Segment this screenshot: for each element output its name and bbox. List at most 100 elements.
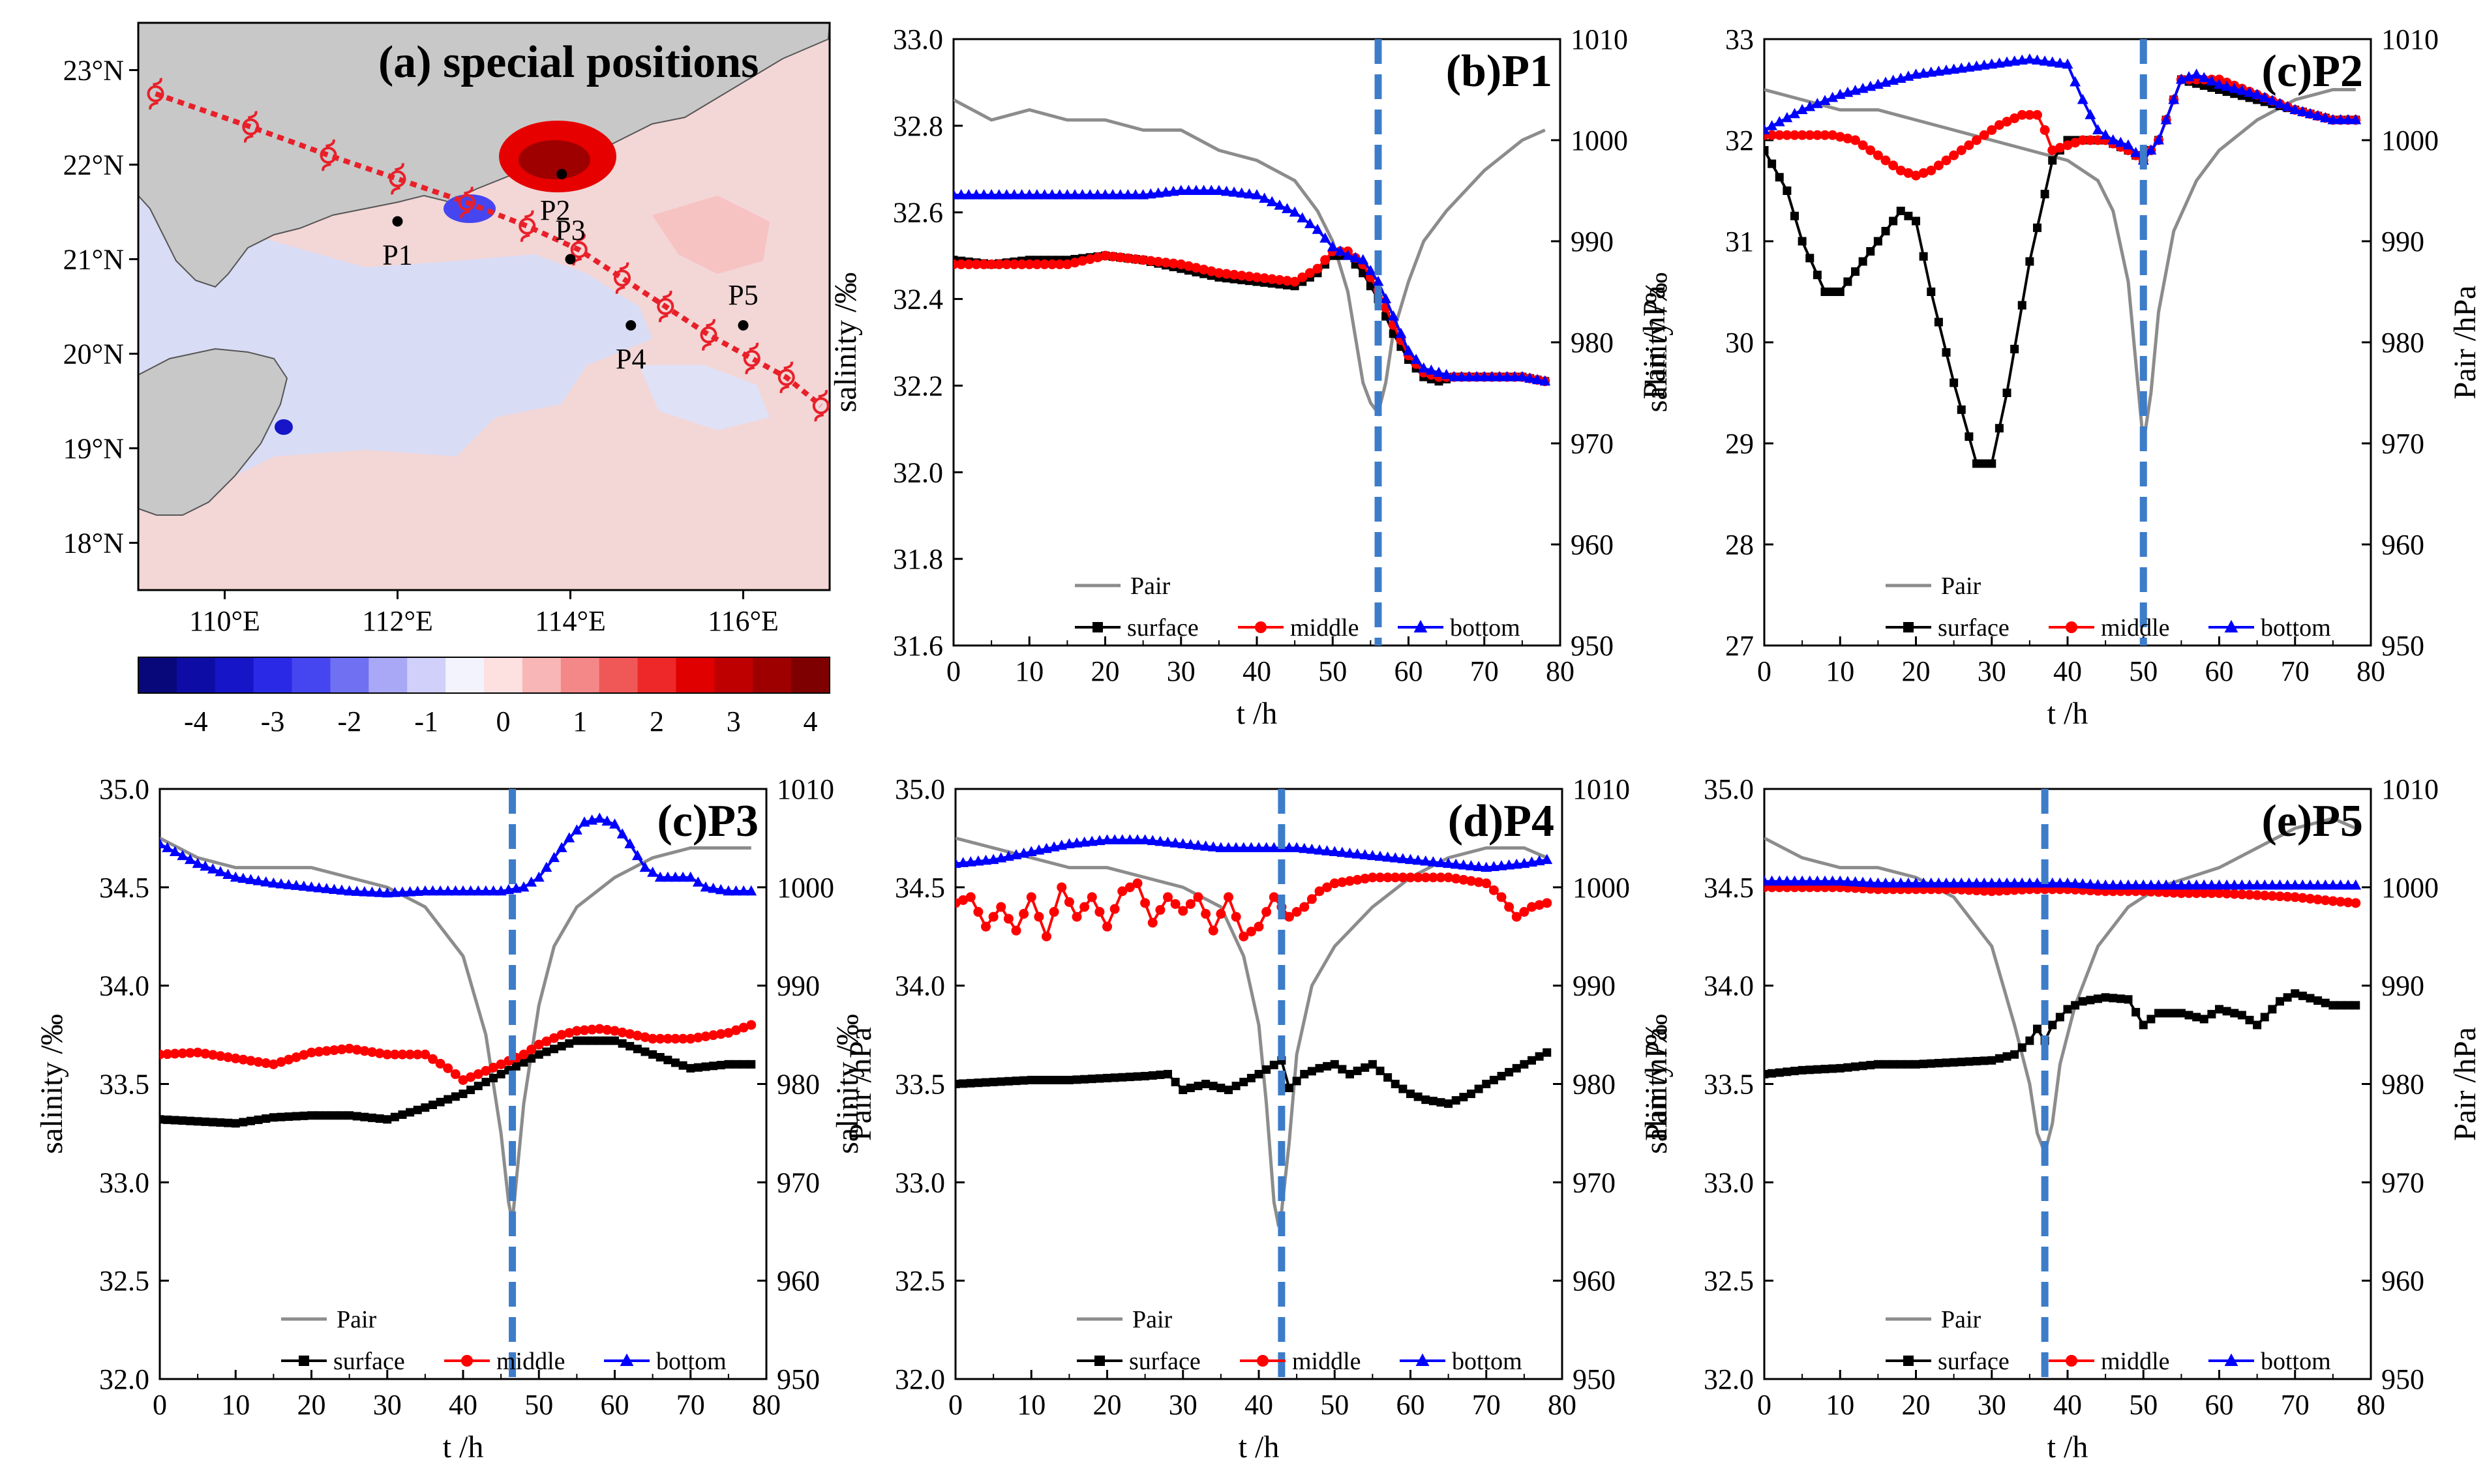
- data-point: [1214, 268, 1224, 278]
- data-point: [2335, 879, 2346, 890]
- data-point: [1319, 232, 1331, 243]
- y2-tick-label: 980: [777, 1069, 820, 1101]
- y2-tick-label: 1010: [1573, 773, 1630, 805]
- data-point: [314, 1046, 324, 1057]
- data-point: [1177, 838, 1189, 848]
- data-point: [1087, 1075, 1096, 1084]
- data-point: [2304, 879, 2316, 890]
- data-point: [1191, 263, 1201, 273]
- data-point: [1185, 898, 1196, 909]
- data-point: [473, 1069, 483, 1079]
- data-point: [449, 885, 461, 896]
- data-point: [2328, 1001, 2338, 1010]
- data-point: [2153, 879, 2164, 890]
- data-point: [2145, 879, 2157, 890]
- y-tick-label: 30: [1725, 327, 1754, 359]
- data-point: [489, 1073, 498, 1082]
- x-tick-label: 50: [524, 1389, 553, 1421]
- data-point: [1122, 189, 1134, 200]
- colorbar-label: 4: [804, 705, 818, 737]
- map-title: (a) special positions: [378, 37, 759, 87]
- data-point: [245, 874, 256, 884]
- panel-title: (e)P5: [2262, 796, 2363, 846]
- data-point: [1292, 1076, 1301, 1086]
- data-point: [322, 1046, 332, 1056]
- map-point-marker: [392, 216, 403, 227]
- typhoon-symbol-arms: [520, 210, 534, 243]
- y-tick-label: 33.0: [1704, 1166, 1754, 1198]
- data-point: [427, 885, 438, 896]
- data-point: [603, 1036, 612, 1045]
- y-tick-label: 34.0: [99, 970, 149, 1002]
- data-point: [677, 871, 689, 882]
- data-point: [972, 855, 984, 866]
- data-point: [1842, 876, 1854, 886]
- map-anomaly-red-region: [652, 196, 770, 274]
- data-point: [1528, 1056, 1536, 1065]
- data-point: [261, 1058, 271, 1069]
- data-point: [1972, 885, 1981, 896]
- data-point: [624, 838, 636, 848]
- data-point: [663, 1033, 673, 1044]
- data-point: [1322, 882, 1333, 893]
- legend-middle-label: middle: [1292, 1348, 1361, 1375]
- data-point: [428, 1054, 438, 1064]
- data-point: [1246, 1073, 1256, 1082]
- data-point: [1307, 1067, 1316, 1076]
- data-point: [1497, 1071, 1506, 1080]
- data-point: [640, 1032, 650, 1043]
- data-point: [2191, 879, 2203, 890]
- data-point: [2244, 879, 2255, 890]
- data-point: [1057, 882, 1067, 893]
- data-point: [1425, 364, 1437, 375]
- data-point: [2077, 878, 2088, 889]
- data-point: [1488, 885, 1499, 895]
- data-point: [313, 882, 325, 893]
- data-point: [1873, 237, 1882, 246]
- data-point: [420, 1049, 430, 1060]
- data-point: [2230, 1009, 2239, 1018]
- y-tick-label: 32.2: [893, 370, 943, 402]
- data-point: [2319, 879, 2331, 890]
- y-tick-label: 33.5: [99, 1069, 149, 1101]
- data-point: [1117, 886, 1128, 897]
- data-point: [1850, 135, 1860, 145]
- data-point: [2198, 879, 2210, 890]
- data-point: [322, 1111, 331, 1120]
- data-point: [2350, 113, 2362, 125]
- data-point: [1479, 371, 1490, 381]
- data-point: [979, 259, 989, 269]
- data-point: [1346, 1069, 1354, 1078]
- data-point: [1164, 1069, 1172, 1078]
- data-point: [2048, 156, 2057, 165]
- data-point: [1239, 931, 1249, 942]
- data-point: [527, 1054, 536, 1063]
- data-point: [2024, 53, 2036, 64]
- data-point: [314, 1111, 324, 1120]
- colorbar-swatch: [753, 657, 792, 693]
- data-point: [2137, 879, 2149, 890]
- data-point: [700, 1031, 711, 1041]
- chart-panel-5: 0 10 20 30 40 50 60 70 80 t /h 32.0 32.5 33.0 33.5 34.…: [1639, 773, 2482, 1464]
- series-pair-line: [1764, 816, 2357, 1159]
- data-point: [1881, 227, 1890, 235]
- data-point: [2146, 1015, 2156, 1024]
- data-point: [1873, 150, 1883, 160]
- data-point: [2274, 879, 2285, 890]
- data-point: [1873, 1060, 1882, 1069]
- data-point: [1904, 211, 1913, 220]
- data-point: [442, 885, 454, 896]
- plot-frame: [952, 38, 1561, 647]
- panel-title: (c)P2: [2262, 46, 2363, 96]
- data-point: [2259, 91, 2270, 102]
- map-point-label: P3: [555, 215, 585, 246]
- data-point: [1441, 368, 1453, 379]
- data-point: [2304, 108, 2316, 119]
- data-point: [458, 1075, 468, 1085]
- panel-title: (b)P1: [1446, 46, 1552, 96]
- data-point: [1805, 130, 1815, 140]
- data-point: [1141, 1071, 1150, 1080]
- data-point: [1950, 378, 1959, 387]
- data-point: [2047, 145, 2058, 155]
- data-point: [2168, 879, 2180, 890]
